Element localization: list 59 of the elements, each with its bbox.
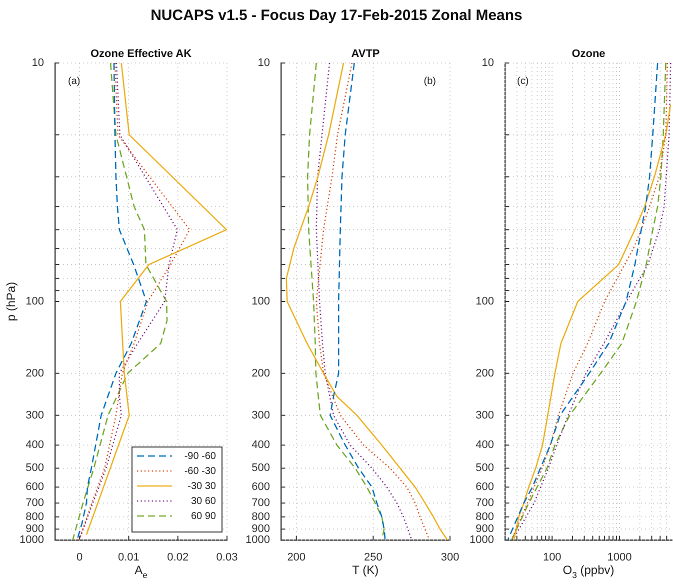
y-tick-label: 600: [476, 481, 494, 494]
y-tick-label: 100: [252, 296, 270, 308]
y-tick-label: 800: [252, 510, 270, 523]
y-tick-label: 200: [252, 367, 270, 380]
x-tick-label: 0.02: [167, 552, 189, 564]
y-tick-label: 1000: [20, 534, 44, 546]
annotation: (b): [424, 76, 436, 87]
chart-title: Ozone: [572, 48, 606, 60]
y-tick-label: 700: [252, 497, 270, 510]
y-tick-label: 500: [26, 462, 44, 474]
legend-label: -60 -30: [184, 466, 216, 477]
y-tick-label: 900: [252, 523, 270, 536]
text: NUCAPS v1.5 - Focus Day 17-Feb-2015 Zonal Means: [150, 7, 524, 24]
y-tick-label: 200: [476, 367, 494, 380]
y-tick-label: 10: [482, 57, 494, 70]
legend-label: 60 90: [190, 511, 216, 522]
y-tick-label: 600: [252, 481, 270, 494]
y-tick-label: 300: [26, 409, 44, 422]
legend-label: -30 30: [188, 481, 216, 492]
y-tick-label: 10: [258, 57, 270, 70]
annotation: (c): [517, 76, 529, 87]
y-tick-label: 100: [26, 296, 44, 308]
x-tick-label: 300: [440, 552, 460, 564]
annotation: (a): [68, 76, 80, 87]
x-tick-label: 0.01: [118, 552, 140, 564]
legend-label: 30 60: [190, 496, 216, 507]
y-tick-label: 400: [252, 439, 270, 452]
chart-title: AVTP: [351, 48, 380, 60]
x-tick-label: 1000: [607, 552, 632, 564]
x-tick-label: 250: [364, 552, 382, 564]
chart-title: Ozone Effective AK: [90, 48, 192, 60]
line-series: [330, 63, 386, 540]
y-tick-label: 500: [252, 462, 270, 474]
y-tick-label: 400: [26, 439, 44, 452]
y-tick-label: 300: [252, 409, 270, 422]
x-tick-label: 0.03: [216, 552, 238, 564]
line-series: [306, 63, 385, 540]
y-tick-label: 1000: [246, 534, 270, 546]
legend-label: -90 -60: [184, 451, 216, 462]
y-tick-label: 500: [476, 462, 494, 474]
y-tick-label: 400: [476, 439, 494, 452]
line-series: [316, 63, 412, 540]
y-tick-label: 800: [476, 510, 494, 523]
y-tick-label: 700: [476, 497, 494, 510]
x-tick-label: 0: [76, 552, 83, 564]
x-tick-label: 100: [542, 552, 562, 564]
y-tick-label: 600: [26, 481, 44, 494]
y-tick-label: 1000: [470, 534, 494, 546]
y-tick-label: 900: [26, 523, 44, 536]
y-tick-label: 100: [476, 296, 494, 308]
y-tick-label: 700: [26, 497, 44, 510]
y-tick-label: 300: [476, 409, 494, 422]
y-tick-label: 800: [26, 510, 44, 523]
y-tick-label: 200: [26, 367, 44, 380]
x-tick-label: 200: [287, 552, 306, 564]
y-tick-label: 10: [32, 57, 44, 70]
y-tick-label: 900: [476, 523, 494, 536]
x-axis-title: T (K): [352, 563, 379, 577]
y-axis-title: p (hPa): [4, 282, 18, 322]
